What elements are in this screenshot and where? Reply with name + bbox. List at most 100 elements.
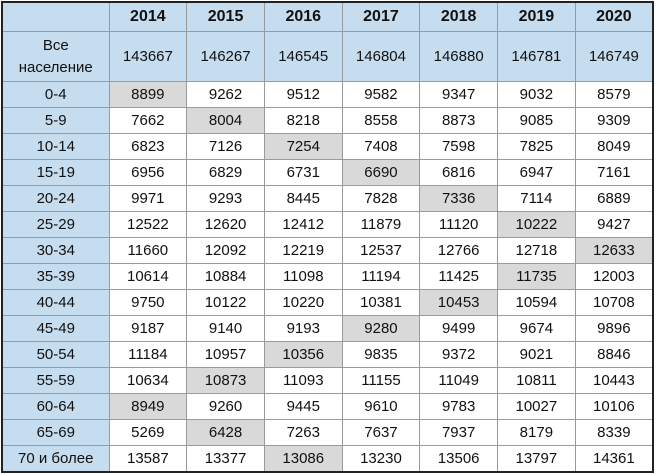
age-row: 25-29 12522 12620 12412 11879 11120 10222 9427 xyxy=(1,211,654,238)
age-row: 20-24 9971 9293 8445 7828 7336 7114 6889 xyxy=(1,185,654,212)
value-cell: 8846 xyxy=(574,341,654,368)
value-cell: 12219 xyxy=(263,237,343,264)
year-header: 2015 xyxy=(186,1,265,32)
value-cell: 11155 xyxy=(341,367,421,394)
value-cell: 146545 xyxy=(263,31,343,82)
value-cell: 10220 xyxy=(263,289,343,316)
value-cell: 11049 xyxy=(419,367,499,394)
value-cell: 9372 xyxy=(419,341,499,368)
corner-cell xyxy=(1,1,110,32)
row-label: 5-9 xyxy=(1,107,110,134)
row-label: 10-14 xyxy=(1,133,110,160)
age-row: 10-14 6823 7126 7254 7408 7598 7825 8049 xyxy=(1,133,654,160)
value-cell: 10634 xyxy=(108,367,188,394)
row-label: 55-59 xyxy=(1,367,110,394)
value-cell: 9610 xyxy=(341,393,421,420)
year-header: 2016 xyxy=(263,1,343,32)
value-cell: 10453 xyxy=(419,289,499,316)
value-cell: 8899 xyxy=(108,81,188,108)
value-cell: 9582 xyxy=(341,81,421,108)
value-cell: 10381 xyxy=(341,289,421,316)
value-cell: 13587 xyxy=(108,445,188,473)
value-cell: 7126 xyxy=(186,133,265,160)
value-cell: 11098 xyxy=(263,263,343,290)
value-cell: 9293 xyxy=(186,185,265,212)
age-row: 55-59 10634 10873 11093 11155 11049 10811 10443 xyxy=(1,367,654,394)
value-cell: 12092 xyxy=(186,237,265,264)
row-label-text: Все население xyxy=(18,36,93,76)
value-cell: 6731 xyxy=(263,159,343,186)
value-cell: 6428 xyxy=(186,419,265,446)
value-cell: 8049 xyxy=(574,133,654,160)
value-cell: 11735 xyxy=(497,263,576,290)
value-cell: 13230 xyxy=(341,445,421,473)
value-cell: 6956 xyxy=(108,159,188,186)
row-label: 25-29 xyxy=(1,211,110,238)
value-cell: 146749 xyxy=(574,31,654,82)
age-row: 70 и более 13587 13377 13086 13230 13506 13797… xyxy=(1,445,654,473)
table-body: Все население 143667 146267 146545 146804 146… xyxy=(1,31,654,473)
year-header: 2014 xyxy=(108,1,188,32)
age-row: 35-39 10614 10884 11098 11194 11425 11735 12003 xyxy=(1,263,654,290)
row-label: 45-49 xyxy=(1,315,110,342)
value-cell: 9280 xyxy=(341,315,421,342)
value-cell: 9032 xyxy=(497,81,576,108)
value-cell: 13086 xyxy=(263,445,343,473)
value-cell: 7263 xyxy=(263,419,343,446)
value-cell: 11093 xyxy=(263,367,343,394)
value-cell: 8579 xyxy=(574,81,654,108)
value-cell: 9835 xyxy=(341,341,421,368)
year-header: 2019 xyxy=(497,1,576,32)
year-header: 2018 xyxy=(419,1,499,32)
row-label: 65-69 xyxy=(1,419,110,446)
value-cell: 7408 xyxy=(341,133,421,160)
value-cell: 6690 xyxy=(341,159,421,186)
value-cell: 11120 xyxy=(419,211,499,238)
value-cell: 7161 xyxy=(574,159,654,186)
value-cell: 11660 xyxy=(108,237,188,264)
value-cell: 9896 xyxy=(574,315,654,342)
value-cell: 6947 xyxy=(497,159,576,186)
value-cell: 6889 xyxy=(574,185,654,212)
value-cell: 7937 xyxy=(419,419,499,446)
value-cell: 7598 xyxy=(419,133,499,160)
value-cell: 13506 xyxy=(419,445,499,473)
value-cell: 9783 xyxy=(419,393,499,420)
age-row: 65-69 5269 6428 7263 7637 7937 8179 8339 xyxy=(1,419,654,446)
row-label: 15-19 xyxy=(1,159,110,186)
value-cell: 8004 xyxy=(186,107,265,134)
value-cell: 6816 xyxy=(419,159,499,186)
value-cell: 8558 xyxy=(341,107,421,134)
age-row: 30-34 11660 12092 12219 12537 12766 12718 12633 xyxy=(1,237,654,264)
value-cell: 12620 xyxy=(186,211,265,238)
value-cell: 9085 xyxy=(497,107,576,134)
total-row: Все население 143667 146267 146545 146804 146… xyxy=(1,31,654,82)
year-header: 2020 xyxy=(574,1,654,32)
value-cell: 10957 xyxy=(186,341,265,368)
value-cell: 13797 xyxy=(497,445,576,473)
value-cell: 12412 xyxy=(263,211,343,238)
year-header: 2017 xyxy=(341,1,421,32)
value-cell: 9140 xyxy=(186,315,265,342)
value-cell: 14361 xyxy=(574,445,654,473)
value-cell: 8873 xyxy=(419,107,499,134)
value-cell: 7637 xyxy=(341,419,421,446)
value-cell: 7828 xyxy=(341,185,421,212)
age-row: 5-9 7662 8004 8218 8558 8873 9085 9309 xyxy=(1,107,654,134)
row-label: 35-39 xyxy=(1,263,110,290)
value-cell: 146804 xyxy=(341,31,421,82)
value-cell: 6823 xyxy=(108,133,188,160)
value-cell: 10594 xyxy=(497,289,576,316)
value-cell: 11184 xyxy=(108,341,188,368)
value-cell: 12003 xyxy=(574,263,654,290)
value-cell: 9262 xyxy=(186,81,265,108)
value-cell: 146781 xyxy=(497,31,576,82)
age-row: 40-44 9750 10122 10220 10381 10453 10594 10708 xyxy=(1,289,654,316)
row-label: Все население xyxy=(1,31,110,82)
header-row: 2014 2015 2016 2017 2018 2019 2020 xyxy=(1,1,654,32)
value-cell: 9260 xyxy=(186,393,265,420)
value-cell: 9187 xyxy=(108,315,188,342)
value-cell: 12633 xyxy=(574,237,654,264)
